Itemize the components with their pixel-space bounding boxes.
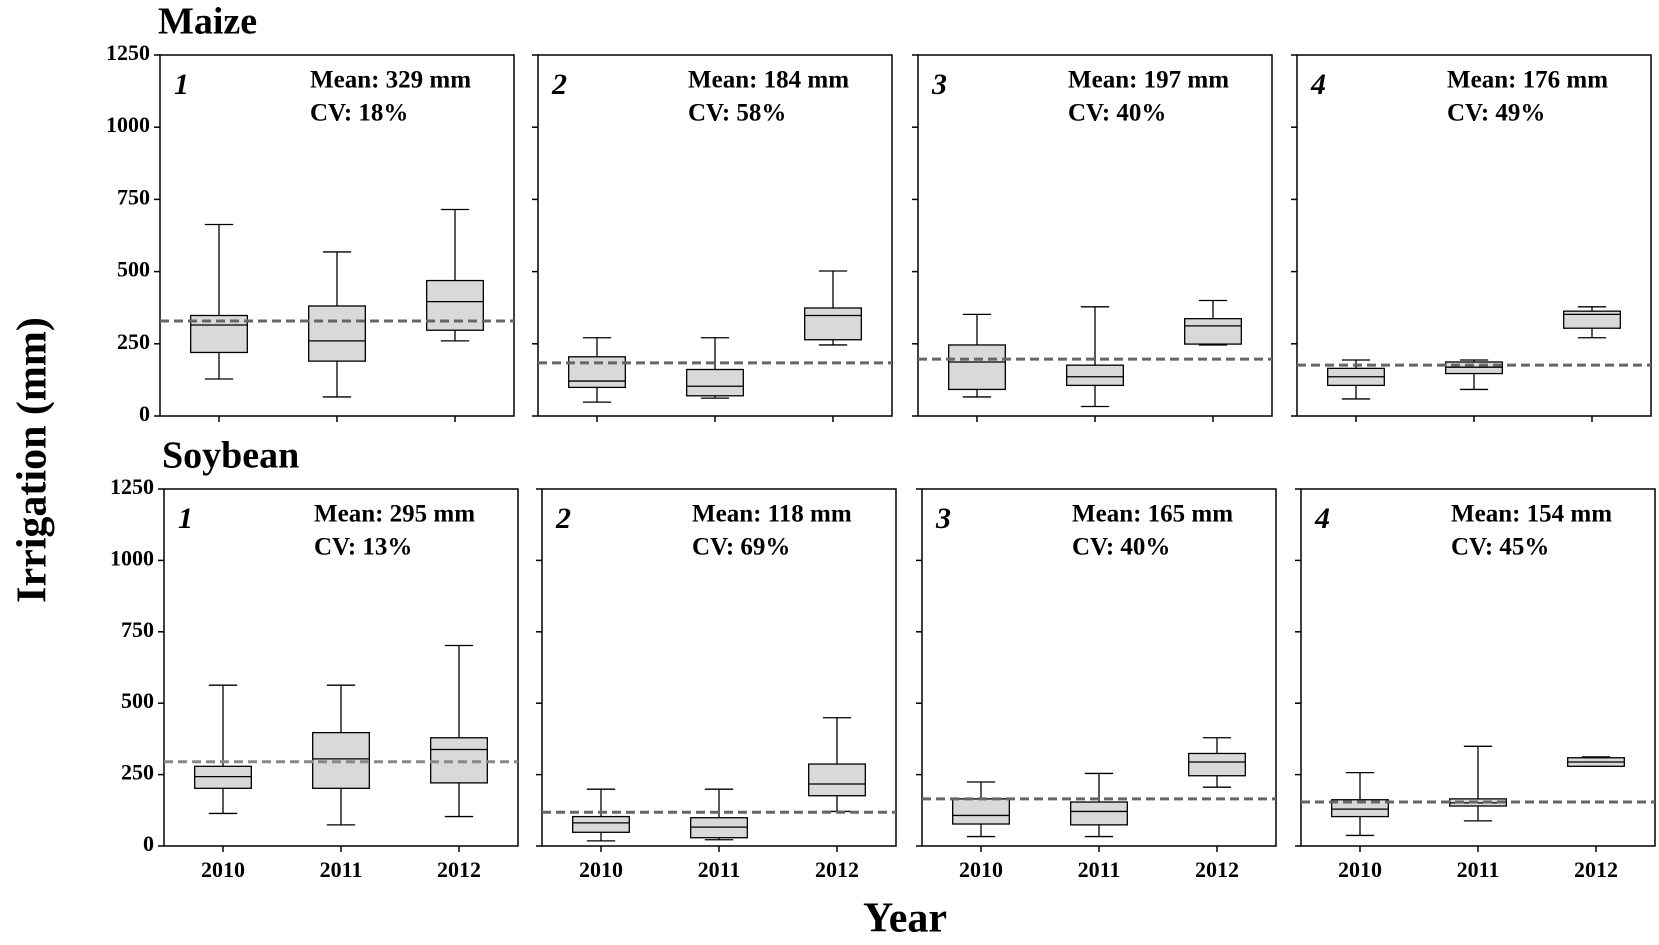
x-tick-label: 2010 [579,857,623,882]
box [1070,801,1128,826]
mean-annotation: Mean: 118 mm [692,501,852,528]
panel-label: 3 [931,68,947,101]
cv-annotation: CV: 45% [1451,534,1549,561]
mean-annotation: Mean: 154 mm [1451,501,1612,528]
mean-annotation: Mean: 176 mm [1447,67,1608,94]
mean-annotation: Mean: 184 mm [688,67,849,94]
y-tick-label: 0 [143,831,154,856]
x-tick-label: 2012 [1574,857,1618,882]
y-tick-label: 500 [117,257,150,282]
x-tick-label: 2012 [815,857,859,882]
box [804,307,862,341]
x-tick-label: 2012 [437,857,481,882]
cv-annotation: CV: 69% [692,534,790,561]
cv-annotation: CV: 13% [314,534,412,561]
y-tick-label: 500 [121,688,154,713]
y-tick-label: 1000 [110,545,154,570]
y-tick-label: 1250 [106,40,150,65]
box [808,763,866,797]
mean-annotation: Mean: 165 mm [1072,501,1233,528]
panel-label: 4 [1314,502,1330,535]
box [1563,310,1621,329]
mean-annotation: Mean: 197 mm [1068,67,1229,94]
y-tick-label: 1000 [106,112,150,137]
box [952,798,1010,825]
x-tick-label: 2011 [1078,857,1121,882]
box [686,368,744,397]
box [1184,318,1242,345]
box [948,344,1006,391]
x-axis-label: Year [863,896,947,942]
cv-annotation: CV: 18% [310,100,408,127]
box [1331,799,1389,818]
y-tick-label: 250 [117,329,150,354]
x-tick-label: 2010 [201,857,245,882]
x-tick-label: 2012 [1195,857,1239,882]
x-tick-label: 2010 [1338,857,1382,882]
cv-annotation: CV: 58% [688,100,786,127]
panel-label: 2 [551,68,567,101]
panel-label: 2 [555,502,571,535]
x-tick-label: 2011 [1457,857,1500,882]
mean-annotation: Mean: 295 mm [314,501,475,528]
box [426,279,484,331]
mean-annotation: Mean: 329 mm [310,67,471,94]
row-title: Maize [158,1,257,43]
y-axis-label: Irrigation (mm) [10,317,56,603]
y-tick-label: 250 [121,760,154,785]
box [1066,364,1124,387]
cv-annotation: CV: 49% [1447,100,1545,127]
box [308,305,366,362]
x-tick-label: 2011 [698,857,741,882]
panel-label: 1 [174,68,189,101]
panel-label: 1 [178,502,193,535]
box [194,765,252,789]
row-title: Soybean [162,435,299,477]
y-tick-label: 1250 [110,474,154,499]
cv-annotation: CV: 40% [1072,534,1170,561]
cv-annotation: CV: 40% [1068,100,1166,127]
y-tick-label: 0 [139,401,150,426]
box [572,815,630,833]
y-tick-label: 750 [117,184,150,209]
x-tick-label: 2011 [320,857,363,882]
y-tick-label: 750 [121,617,154,642]
box [1188,752,1246,777]
panel-label: 4 [1310,68,1326,101]
x-tick-label: 2010 [959,857,1003,882]
panel-label: 3 [935,502,951,535]
